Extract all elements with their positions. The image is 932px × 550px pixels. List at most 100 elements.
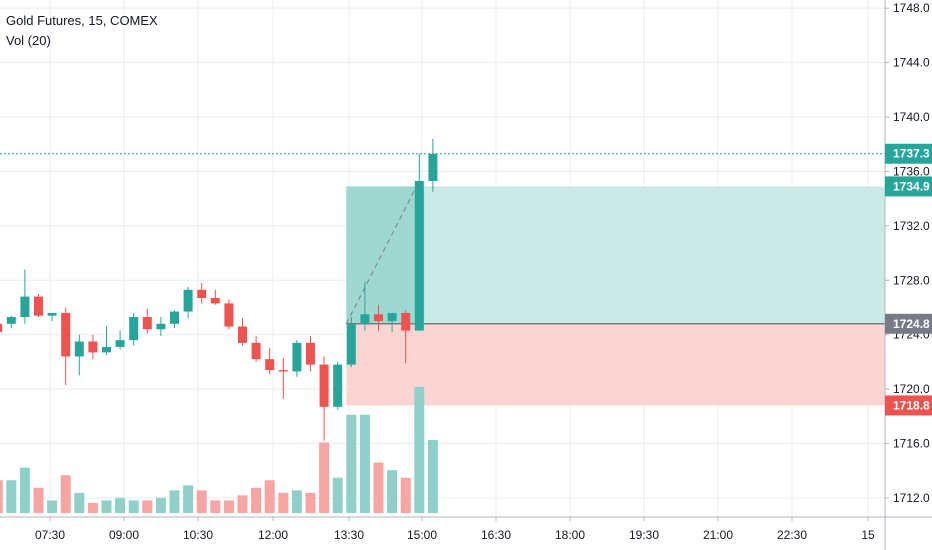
price-badge-label: 1734.9: [893, 179, 930, 193]
volume-bar: [427, 439, 438, 513]
price-tick-label: 1740.0: [893, 110, 930, 124]
time-tick-label: 21:00: [703, 528, 733, 542]
chart-legend: Gold Futures, 15, COMEX Vol (20): [6, 11, 158, 51]
volume-bar: [128, 500, 139, 513]
volume-bar: [414, 387, 425, 513]
volume-bar: [169, 490, 180, 513]
volume-bar: [387, 470, 398, 513]
candle: [374, 304, 383, 331]
candle-body: [61, 312, 71, 357]
price-tick-label: 1748.0: [893, 1, 930, 15]
profit-zone-filled: [346, 186, 425, 324]
candle-body: [129, 317, 139, 341]
candle: [6, 315, 16, 328]
volume-bars: [0, 387, 438, 513]
volume-indicator-label[interactable]: Vol (20): [6, 33, 51, 48]
volume-bar: [400, 477, 411, 513]
price-badge-target: 1734.9: [885, 176, 932, 197]
volume-bar: [332, 477, 343, 513]
time-tick-label: 18:00: [555, 528, 585, 542]
price-tick-label: 1712.0: [893, 491, 930, 505]
price-badge-bg: [885, 176, 932, 197]
price-badge-label: 1724.8: [893, 317, 930, 331]
loss-zone[interactable]: [346, 323, 885, 406]
candle-body: [401, 312, 411, 331]
candle: [210, 289, 220, 305]
time-tick-label: 19:30: [629, 528, 659, 542]
price-badge-label: 1737.3: [893, 147, 930, 161]
volume-bar: [359, 414, 370, 513]
candle: [88, 334, 98, 360]
candle-body: [47, 312, 57, 316]
volume-bar: [196, 490, 207, 513]
candle: [129, 312, 139, 346]
candle: [224, 299, 234, 330]
volume-bar: [264, 480, 275, 513]
candle: [142, 308, 152, 334]
time-tick-label: 12:00: [258, 528, 288, 542]
volume-bar: [142, 500, 153, 513]
candle: [20, 269, 30, 324]
candle-body: [88, 341, 98, 353]
candle-body: [346, 323, 356, 365]
candle: [414, 153, 424, 331]
candle: [292, 340, 302, 377]
price-tick-label: 1716.0: [893, 437, 930, 451]
price-tick-label: 1744.0: [893, 56, 930, 70]
candle: [115, 330, 125, 350]
candle: [428, 138, 438, 192]
candle: [319, 356, 329, 441]
price-badge-label: 1718.8: [893, 398, 930, 412]
volume-bar: [237, 495, 248, 513]
volume-bar: [305, 492, 316, 513]
volume-bar: [373, 462, 384, 513]
price-badge-bg: [885, 395, 932, 416]
price-tick-label: 1728.0: [893, 273, 930, 287]
volume-bar: [155, 497, 166, 513]
candle: [238, 318, 247, 346]
candle-body: [333, 364, 343, 407]
candles: [0, 138, 438, 441]
candle-body: [428, 153, 438, 181]
time-tick-label: 09:00: [109, 528, 139, 542]
position-zones[interactable]: [346, 186, 885, 406]
candle: [102, 326, 111, 356]
candle-body: [115, 340, 125, 347]
time-tick-label: 16:30: [481, 528, 511, 542]
candle: [34, 293, 43, 318]
price-badge-last: 1737.3: [885, 143, 932, 164]
candle: [401, 310, 411, 364]
candle-body: [306, 342, 315, 365]
volume-bar: [183, 485, 194, 513]
candle: [346, 317, 356, 368]
candle-body: [224, 303, 234, 327]
volume-bar: [33, 487, 44, 513]
time-tick-label: 10:30: [183, 528, 213, 542]
volume-bar: [47, 500, 58, 513]
time-tick-label: 15:00: [407, 528, 437, 542]
candle-body: [360, 314, 370, 324]
time-tick-label: 15: [861, 528, 875, 542]
candle-body: [156, 323, 166, 330]
volume-bar: [6, 480, 17, 513]
candle-body: [265, 359, 275, 371]
candle-body: [251, 342, 261, 360]
volume-bar: [19, 467, 30, 513]
candle: [47, 312, 57, 322]
price-badge-entry: 1724.8: [885, 313, 932, 334]
candle-body: [102, 346, 111, 353]
volume-bar: [101, 500, 112, 513]
candle-body: [142, 317, 152, 330]
candle-body: [197, 289, 207, 298]
symbol-title[interactable]: Gold Futures, 15, COMEX: [6, 13, 158, 28]
volume-bar: [115, 497, 126, 513]
candle-body: [170, 311, 179, 324]
time-tick-label: 22:30: [777, 528, 807, 542]
price-tick-label: 1720.0: [893, 382, 930, 396]
profit-zone[interactable]: [346, 186, 885, 324]
volume-bar: [291, 490, 302, 513]
candle-body: [183, 289, 193, 312]
candle-body: [292, 342, 302, 372]
